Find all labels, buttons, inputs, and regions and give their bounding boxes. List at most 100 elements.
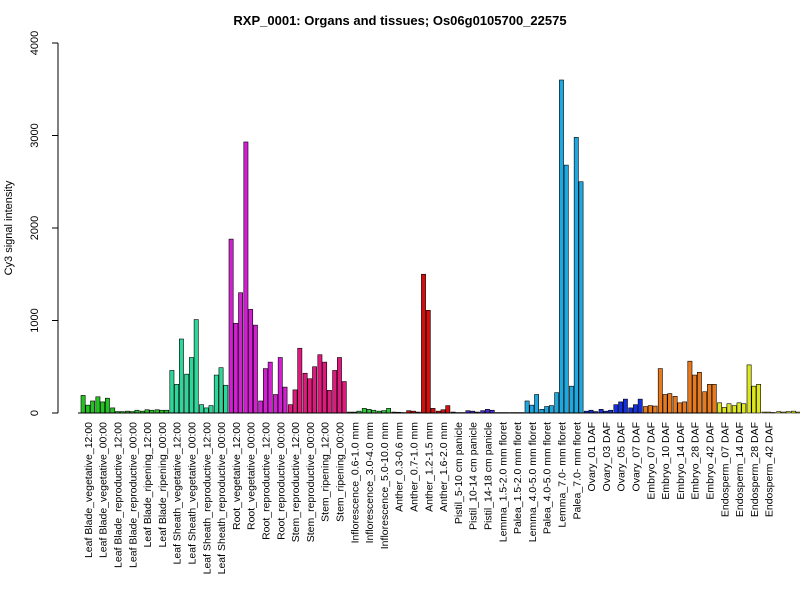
category-label: Embryo_42 DAF (704, 422, 716, 500)
bar (766, 411, 772, 414)
category-label: Ovary_07 DAF (630, 422, 642, 491)
y-axis: 0 1000 2000 3000 4000 (29, 31, 59, 416)
bar (184, 373, 190, 414)
category-label: Pistil_5-10 cm panicle (453, 422, 465, 524)
bar (643, 406, 648, 414)
bar (652, 405, 658, 414)
bar (633, 404, 638, 414)
bar (647, 405, 653, 414)
bar (193, 319, 199, 414)
bar (628, 407, 634, 414)
bar (548, 405, 554, 414)
bar (751, 385, 757, 414)
bar (554, 392, 560, 414)
bar (544, 406, 550, 414)
category-label: Inflorescence_3.0-4.0 mm (364, 422, 376, 544)
bar (203, 407, 209, 414)
bar (445, 405, 451, 414)
bar (425, 310, 431, 414)
bar (598, 408, 604, 414)
category-label: Embryo_28 DAF (690, 422, 702, 500)
category-label: Leaf Sheath_reproductive_00:00 (216, 422, 228, 575)
category-label: Endosperm_14 DAF (734, 422, 746, 517)
category-label: Endosperm_07 DAF (719, 422, 731, 517)
bar (169, 370, 175, 414)
category-labels: Leaf Blade_vegetative_12:00 Leaf Blade_ve… (83, 422, 776, 575)
bar (687, 360, 693, 414)
bar (421, 273, 426, 414)
bar (707, 384, 712, 414)
category-label: Lemma_7.0- mm floret (556, 422, 568, 528)
bar (317, 354, 323, 414)
chart-title: RXP_0001: Organs and tissues; Os06g01057… (233, 13, 566, 28)
bar (95, 396, 101, 414)
bar (717, 402, 722, 414)
category-label: Palea_7.0- mm floret (571, 422, 583, 520)
bar (573, 137, 579, 414)
bar (253, 324, 258, 414)
bar (341, 381, 347, 414)
bar (563, 164, 569, 414)
category-label: Stem_reproductive_00:00 (305, 422, 317, 542)
bar (213, 374, 219, 414)
bar (657, 368, 663, 414)
category-label: Root_reproductive_00:00 (275, 422, 287, 540)
bar (795, 411, 800, 414)
category-label: Pistil_10-14 cm panicle (468, 422, 480, 530)
bar (307, 378, 313, 414)
y-tick-label: 3000 (29, 123, 41, 147)
category-label: Lemma_1.5-2.0 mm floret (497, 422, 509, 542)
bar (326, 390, 332, 414)
bar (721, 407, 727, 414)
bar (756, 384, 761, 414)
bar (322, 361, 328, 414)
y-tick-label: 2000 (29, 216, 41, 240)
bar (267, 361, 273, 414)
bar (781, 411, 786, 414)
category-label: Lemma_4.0-5.0 mm floret (527, 422, 539, 542)
bar (332, 370, 338, 414)
bar (100, 401, 106, 414)
category-label: Leaf Blade_reproductive_00:00 (127, 422, 139, 568)
bar (741, 403, 747, 414)
category-label: Ovary_03 DAF (601, 422, 613, 491)
bar (731, 405, 737, 414)
bar (785, 411, 791, 414)
category-label: Leaf Blade_ripening_00:00 (157, 422, 169, 548)
category-label: Leaf Sheath_vegetative_00:00 (186, 422, 198, 565)
bar (292, 389, 298, 414)
category-label: Embryo_14 DAF (675, 422, 687, 500)
category-label: Root_reproductive_12:00 (260, 422, 272, 540)
bar (524, 400, 530, 414)
bar (746, 364, 752, 414)
y-axis-label: Cy3 signal intensity (3, 180, 15, 275)
bar (228, 238, 234, 414)
bar (337, 357, 342, 414)
y-tick-label: 1000 (29, 308, 41, 332)
bar (711, 384, 717, 414)
bar (263, 368, 268, 414)
bar (682, 401, 687, 414)
bar (534, 394, 539, 414)
bar (277, 357, 283, 414)
bar (770, 412, 776, 414)
bar (559, 79, 564, 414)
bar (258, 400, 264, 414)
category-label: Embryo_07 DAF (645, 422, 657, 500)
bar (238, 292, 243, 414)
bar (302, 372, 308, 414)
category-label: Leaf Blade_vegetative_00:00 (98, 422, 110, 558)
bar (233, 322, 239, 414)
category-label: Endosperm_28 DAF (749, 422, 761, 517)
bar (273, 394, 278, 414)
bar (223, 384, 229, 414)
bars (78, 79, 800, 414)
bar (105, 397, 110, 414)
bar (297, 347, 303, 414)
bar (361, 408, 367, 414)
category-label: Anther_1.2-1.5 mm (423, 422, 435, 512)
category-label: Endosperm_42 DAF (764, 422, 776, 517)
category-label: Stem_ripening_00:00 (334, 422, 346, 522)
category-label: Embryo_10 DAF (660, 422, 672, 500)
